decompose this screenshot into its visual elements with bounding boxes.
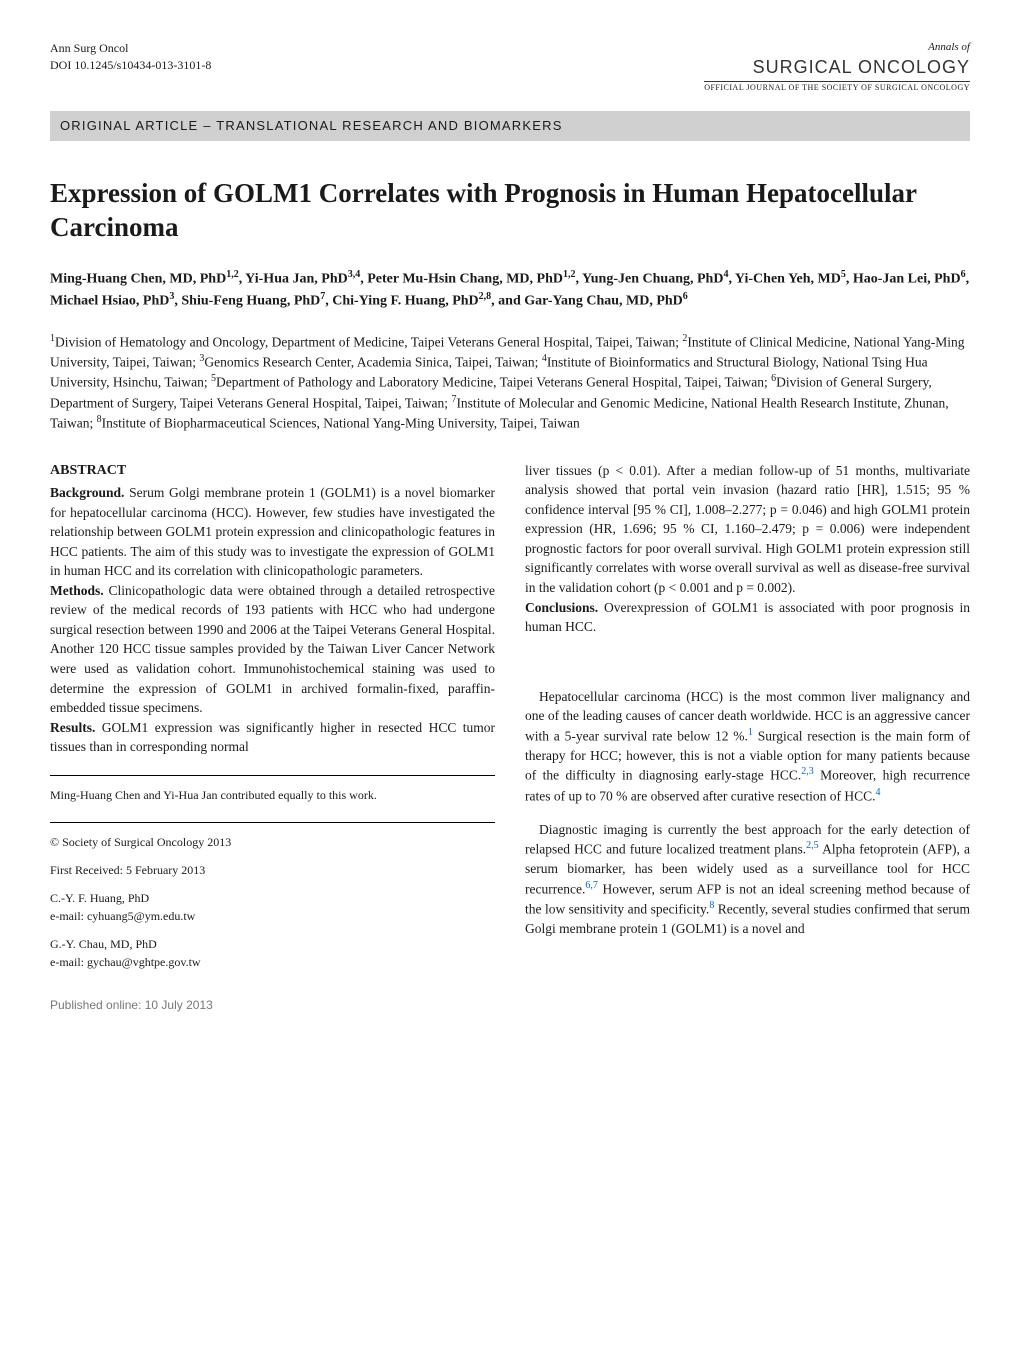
- corr2-name: G.-Y. Chau, MD, PhD: [50, 935, 495, 953]
- results-text-left: GOLM1 expression was significantly highe…: [50, 720, 495, 755]
- corresponding-author-1: C.-Y. F. Huang, PhD e-mail: cyhuang5@ym.…: [50, 889, 495, 925]
- abstract-heading: ABSTRACT: [50, 461, 495, 481]
- journal-ref-right: Annals of SURGICAL ONCOLOGY OFFICIAL JOU…: [704, 40, 970, 93]
- authors-list: Ming-Huang Chen, MD, PhD1,2, Yi-Hua Jan,…: [50, 268, 970, 312]
- copyright-line: © Society of Surgical Oncology 2013: [50, 833, 495, 851]
- published-online: Published online: 10 July 2013: [50, 997, 495, 1014]
- two-column-layout: ABSTRACT Background. Serum Golgi membran…: [50, 461, 970, 1015]
- footnote-divider-2: [50, 822, 495, 823]
- conclusions-label: Conclusions.: [525, 600, 598, 615]
- page-header: Ann Surg Oncol DOI 10.1245/s10434-013-31…: [50, 40, 970, 93]
- footnote-divider-1: [50, 775, 495, 776]
- doi: DOI 10.1245/s10434-013-3101-8: [50, 57, 211, 74]
- article-title: Expression of GOLM1 Correlates with Prog…: [50, 177, 970, 245]
- journal-short: Ann Surg Oncol: [50, 40, 211, 57]
- journal-ref-left: Ann Surg Oncol DOI 10.1245/s10434-013-31…: [50, 40, 211, 74]
- affiliations: 1Division of Hematology and Oncology, De…: [50, 332, 970, 432]
- results-label: Results.: [50, 720, 95, 735]
- corr1-email: e-mail: cyhuang5@ym.edu.tw: [50, 907, 495, 925]
- abstract-conclusions: Conclusions. Overexpression of GOLM1 is …: [525, 598, 970, 637]
- corr2-email: e-mail: gychau@vghtpe.gov.tw: [50, 953, 495, 971]
- body-para-2: Diagnostic imaging is currently the best…: [525, 820, 970, 939]
- annals-of: Annals of: [704, 40, 970, 55]
- abstract-background: Background. Serum Golgi membrane protein…: [50, 483, 495, 581]
- equal-contribution: Ming-Huang Chen and Yi-Hua Jan contribut…: [50, 786, 495, 804]
- abstract-results-left: Results. GOLM1 expression was significan…: [50, 718, 495, 757]
- abstract-methods: Methods. Clinicopathologic data were obt…: [50, 581, 495, 718]
- article-type-bar: ORIGINAL ARTICLE – TRANSLATIONAL RESEARC…: [50, 111, 970, 141]
- first-received: First Received: 5 February 2013: [50, 861, 495, 879]
- methods-label: Methods.: [50, 583, 104, 598]
- right-column: liver tissues (p < 0.01). After a median…: [525, 461, 970, 1015]
- body-para-1: Hepatocellular carcinoma (HCC) is the mo…: [525, 687, 970, 806]
- background-label: Background.: [50, 485, 124, 500]
- corresponding-author-2: G.-Y. Chau, MD, PhD e-mail: gychau@vghtp…: [50, 935, 495, 971]
- journal-subtitle: OFFICIAL JOURNAL OF THE SOCIETY OF SURGI…: [704, 81, 970, 93]
- corr1-name: C.-Y. F. Huang, PhD: [50, 889, 495, 907]
- abstract-results-right: liver tissues (p < 0.01). After a median…: [525, 461, 970, 598]
- left-column: ABSTRACT Background. Serum Golgi membran…: [50, 461, 495, 1015]
- methods-text: Clinicopathologic data were obtained thr…: [50, 583, 495, 715]
- journal-name: SURGICAL ONCOLOGY: [704, 55, 970, 80]
